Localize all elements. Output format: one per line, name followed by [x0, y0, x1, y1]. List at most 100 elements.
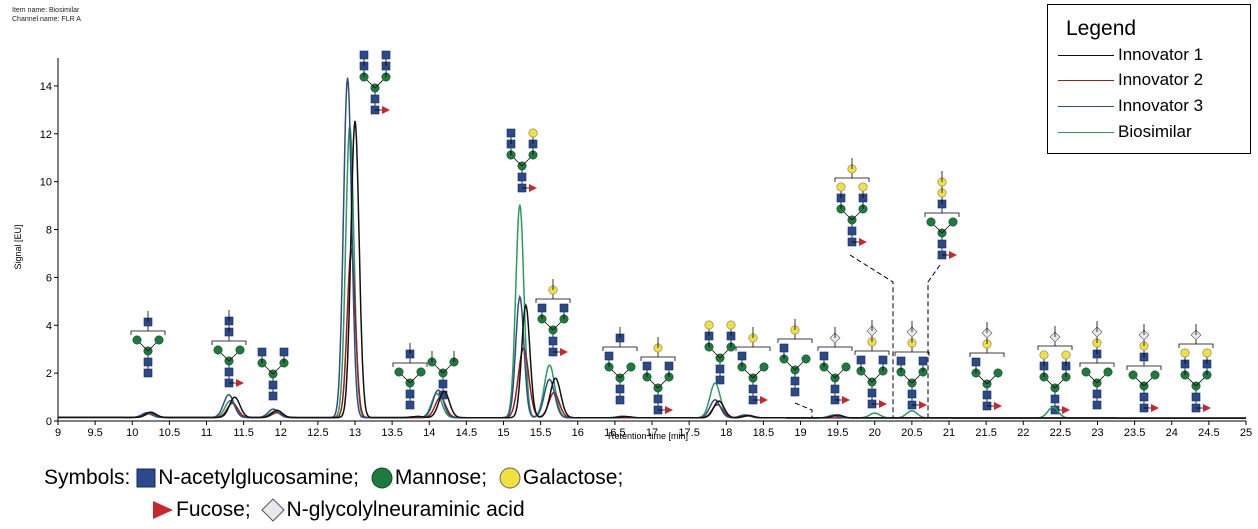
glycan-structure-annotations [130, 50, 1214, 418]
glcnac-square-icon [1191, 392, 1201, 402]
legend-swatch-biosimilar [1058, 132, 1114, 133]
glcnac-square-icon [405, 400, 415, 410]
glycan-structure [924, 171, 960, 260]
x-tick-label: 16 [572, 427, 584, 439]
x-tick-label: 10 [126, 427, 138, 439]
glcnac-square-icon [559, 303, 569, 313]
x-tick-label: 19 [794, 427, 806, 439]
x-tick-label: 10.5 [159, 427, 180, 439]
fucose-triangle-icon [153, 501, 173, 520]
legend-label: Innovator 2 [1118, 70, 1204, 89]
glcnac-square-icon [790, 387, 800, 397]
glcnac-square-icon [1139, 392, 1149, 402]
mannose-circle-icon [132, 335, 142, 345]
glcnac-square-icon [1092, 400, 1102, 410]
symbol-key-line-1: Symbols: N-acetylglucosamine; Mannose; G… [44, 466, 623, 490]
x-tick-label: 20 [869, 427, 881, 439]
leader-line [849, 254, 894, 418]
fucose-triangle-icon [949, 251, 957, 259]
fucose-triangle-icon [529, 184, 537, 192]
galactose-circle-icon [1202, 348, 1212, 358]
glcnac-square-icon [982, 390, 992, 400]
mannose-circle-icon [416, 367, 426, 377]
x-tick-label: 23 [1091, 427, 1103, 439]
glycan-structure [894, 321, 930, 410]
series-line-innovator-2 [58, 247, 1246, 419]
legend-item-innovator-1: Innovator 1 [1058, 45, 1248, 67]
glycan-structure [602, 327, 638, 405]
glcnac-square-icon [268, 380, 278, 390]
x-tick-label: 23.5 [1124, 427, 1145, 439]
glycan-structure [969, 322, 1005, 411]
x-tick-label: 17 [646, 427, 658, 439]
fucose-triangle-icon [879, 400, 887, 408]
glcnac-square-icon [438, 379, 448, 389]
x-tick-label: 18 [720, 427, 732, 439]
x-tick-label: 22 [1017, 427, 1029, 439]
y-tick-label: 8 [46, 225, 52, 237]
fucose-triangle-icon [560, 348, 568, 356]
glcnac-square-icon [715, 375, 725, 385]
glcnac-square-icon [830, 384, 840, 394]
glcnac-square-icon [506, 128, 516, 138]
x-tick-label: 14.5 [456, 427, 477, 439]
y-tick-label: 14 [40, 81, 52, 93]
glcnac-square-icon [937, 239, 947, 249]
leader-line [794, 402, 813, 418]
glcnac-square-icon [615, 384, 625, 394]
glcnac-square-icon [517, 172, 527, 182]
mannose-circle-icon [394, 367, 404, 377]
glycan-structure [257, 347, 289, 401]
fucose-triangle-icon [859, 238, 867, 246]
glycan-structure [1079, 321, 1115, 410]
legend-item-innovator-3: Innovator 3 [1058, 96, 1248, 118]
glcnac-square-icon [867, 388, 877, 398]
galactose-circle-icon [726, 320, 736, 330]
glcnac-square-icon [653, 394, 663, 404]
channel-name-label: Channel name: FLR A [12, 16, 81, 23]
glycan-structure [427, 351, 459, 400]
glycan-structure [359, 50, 391, 115]
x-tick-label: 13 [349, 427, 361, 439]
galactose-circle-icon [528, 128, 538, 138]
glcnac-square-icon [604, 351, 614, 361]
y-tick-label: 0 [46, 416, 52, 428]
mannose-circle-icon [1150, 370, 1160, 380]
galactose-circle-icon [1061, 350, 1071, 360]
symbol-label-mannose: Mannose; [394, 466, 488, 489]
y-tick-label: 6 [46, 272, 52, 284]
y-tick-label: 4 [46, 320, 52, 332]
galactose-circle-icon [499, 467, 521, 489]
glcnac-square-icon [878, 355, 888, 365]
x-tick-label: 17.5 [678, 427, 699, 439]
x-tick-label: 15 [497, 427, 509, 439]
x-tick-label: 18.5 [753, 427, 774, 439]
glcnac-square-icon [1050, 394, 1060, 404]
glcnac-square-icon [370, 94, 380, 104]
glycan-structure [777, 319, 813, 397]
fucose-triangle-icon [994, 402, 1002, 410]
glcnac-square-icon [856, 355, 866, 365]
x-tick-label: 16.5 [604, 427, 625, 439]
symbol-key-line-2: Fucose; N-glycolylneuraminic acid [152, 498, 525, 523]
legend-item-innovator-2: Innovator 2 [1058, 70, 1248, 92]
galactose-circle-icon [858, 182, 868, 192]
glcnac-square-icon [548, 336, 558, 346]
x-tick-label: 20.5 [901, 427, 922, 439]
chart-axes: 9 9.5 10 10.5 11 11.5 12 12.5 13 13.5 14 14.5 15 15.5… [40, 58, 1252, 439]
glycan-structure [211, 310, 247, 388]
glcnac-square-icon [819, 351, 829, 361]
mannose-circle-icon [235, 345, 245, 355]
glcnac-square-icon [1092, 389, 1102, 399]
mannose-circle-icon [759, 362, 769, 372]
y-tick-label: 10 [40, 177, 52, 189]
x-tick-label: 9.5 [87, 427, 102, 439]
x-tick-label: 13.5 [381, 427, 402, 439]
symbol-label-fucose: Fucose; [176, 498, 251, 521]
galactose-circle-icon [704, 320, 714, 330]
glycan-structure [1037, 326, 1073, 415]
glycan-structure [735, 327, 771, 405]
glcnac-square-icon [847, 226, 857, 236]
x-tick-label: 24.5 [1198, 427, 1219, 439]
glcnac-square-icon [615, 395, 625, 405]
